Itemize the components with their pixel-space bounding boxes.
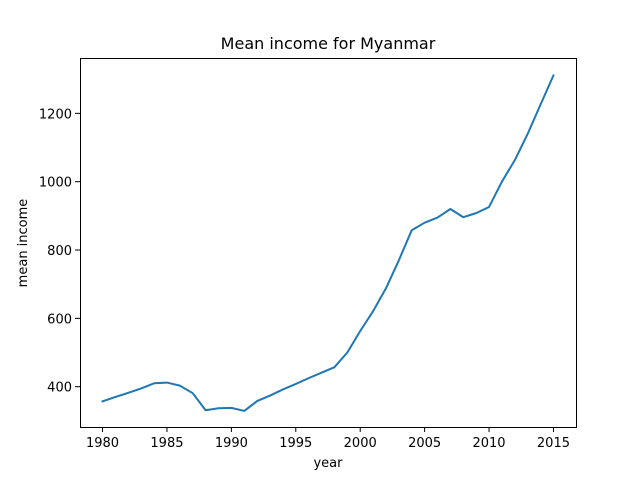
chart-title: Mean income for Myanmar	[221, 34, 436, 53]
plot-area	[101, 74, 555, 412]
y-axis-label: mean income	[16, 199, 31, 288]
x-tick-label: 2015	[537, 436, 570, 451]
y-tick-label: 600	[47, 312, 72, 327]
x-tick-label: 1995	[279, 436, 312, 451]
x-axis-label: year	[313, 456, 343, 471]
x-tick-label: 2005	[408, 436, 441, 451]
y-tick-label: 800	[47, 244, 72, 259]
series-line	[101, 74, 555, 412]
y-axis-ticks: 400 600 800 1000 1200	[39, 107, 80, 396]
x-tick-label: 2010	[472, 436, 505, 451]
x-tick-label: 1990	[215, 436, 248, 451]
x-tick-label: 1980	[86, 436, 119, 451]
x-axis-ticks: 1980 1985 1990 1995 2000 2005 2010 2015	[86, 427, 570, 451]
y-tick-label: 400	[47, 381, 72, 396]
axes-frame	[80, 58, 577, 428]
y-tick-label: 1200	[39, 107, 72, 122]
x-tick-label: 1985	[150, 436, 183, 451]
x-tick-label: 2000	[344, 436, 377, 451]
y-tick-label: 1000	[39, 176, 72, 191]
